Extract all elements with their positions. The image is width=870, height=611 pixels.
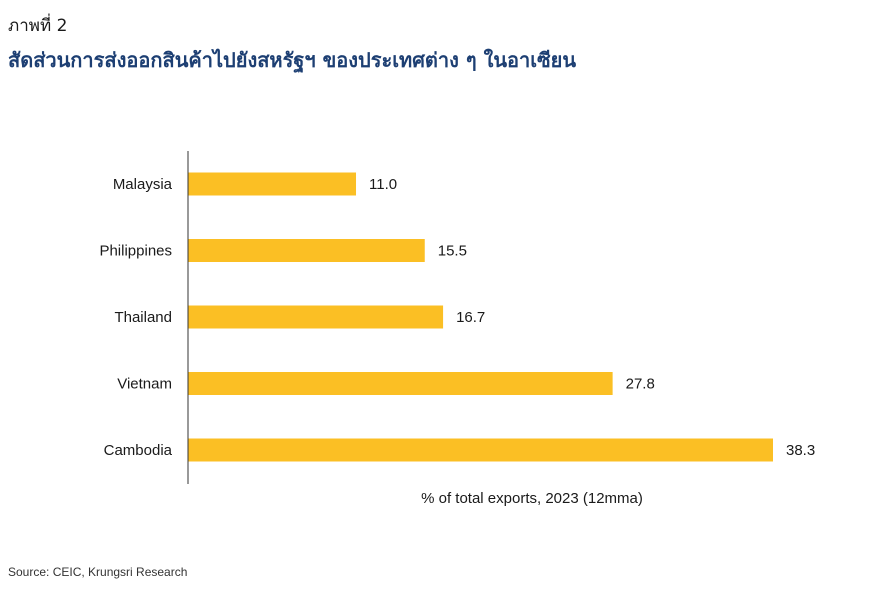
bars-layer — [188, 172, 773, 462]
category-label-cambodia: Cambodia — [104, 442, 173, 459]
category-label-vietnam: Vietnam — [117, 376, 172, 393]
category-label-thailand: Thailand — [114, 309, 172, 326]
source-note: Source: CEIC, Krungsri Research — [8, 565, 188, 579]
value-label-cambodia: 38.3 — [786, 442, 815, 459]
category-label-philippines: Philippines — [99, 243, 172, 260]
bar-thailand — [188, 305, 444, 329]
value-label-philippines: 15.5 — [438, 243, 467, 260]
x-axis-label: % of total exports, 2023 (12mma) — [421, 490, 643, 507]
bar-philippines — [188, 239, 425, 262]
category-label-malaysia: Malaysia — [113, 176, 173, 193]
value-label-malaysia: 11.0 — [369, 176, 397, 193]
bar-malaysia — [188, 172, 357, 196]
figure-label: ภาพที่ 2 — [8, 16, 68, 36]
value-label-vietnam: 27.8 — [626, 376, 655, 393]
bar-vietnam — [188, 372, 613, 395]
bar-cambodia — [188, 438, 773, 462]
category-labels: Malaysia Philippines Thailand Vietnam Cambod… — [99, 176, 172, 459]
value-label-thailand: 16.7 — [456, 309, 485, 326]
value-labels: 11.0 15.5 16.7 27.8 38.3 — [369, 176, 815, 459]
chart-title: สัดส่วนการส่งออกสินค้าไปยังสหรัฐฯ ของประ… — [8, 48, 577, 72]
